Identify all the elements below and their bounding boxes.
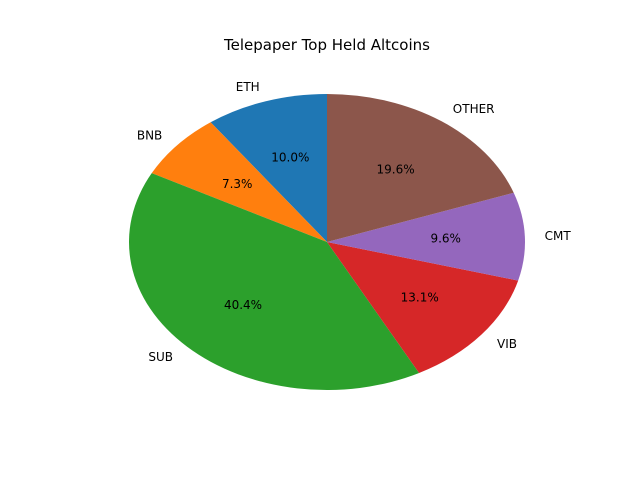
slice-label-sub: SUB xyxy=(148,350,173,364)
pie-slice-eth xyxy=(210,94,327,242)
pie-slice-bnb xyxy=(151,122,327,242)
pie-slices xyxy=(129,94,526,390)
slice-label-bnb: BNB xyxy=(137,129,162,143)
slice-percent-bnb: 7.3% xyxy=(222,177,253,191)
pie-slice-vib xyxy=(327,242,519,374)
pie-slice-sub xyxy=(129,173,420,390)
slice-percent-cmt: 9.6% xyxy=(430,232,461,246)
slice-label-cmt: CMT xyxy=(545,229,572,243)
slice-percent-vib: 13.1% xyxy=(401,291,439,305)
chart-title: Telepaper Top Held Altcoins xyxy=(223,36,430,54)
slice-percent-other: 19.6% xyxy=(377,163,415,177)
slice-percent-sub: 40.4% xyxy=(224,298,262,312)
slice-label-vib: VIB xyxy=(497,337,517,351)
slice-percent-eth: 10.0% xyxy=(271,151,309,165)
pie-slice-other xyxy=(327,94,514,242)
pie-labels: ETH 10.0% BNB 7.3% SUB 40.4% VIB 13.1% CMT 9.6% OT… xyxy=(137,80,571,364)
slice-label-eth: ETH xyxy=(236,80,260,94)
slice-label-other: OTHER xyxy=(453,102,495,116)
pie-slice-cmt xyxy=(327,192,526,281)
